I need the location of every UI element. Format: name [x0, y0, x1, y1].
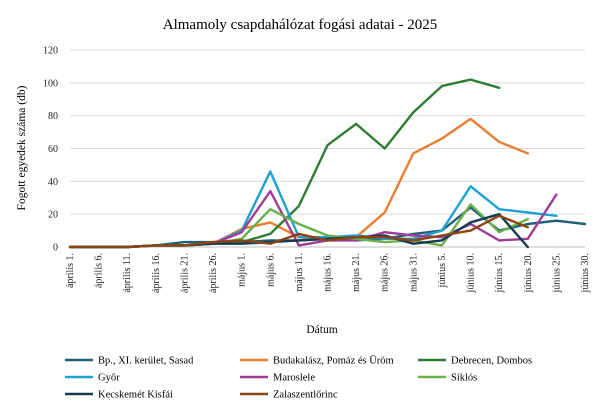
x-tick-label: április 26.	[208, 253, 219, 293]
x-tick-label: április 11.	[122, 253, 133, 293]
x-tick-label: április 6.	[94, 253, 105, 288]
legend-label: Budakalász, Pomáz és Üröm	[273, 355, 394, 367]
legend-label: Siklós	[451, 373, 477, 384]
x-tick-label: június 25.	[551, 253, 562, 293]
legend-label: Győr	[98, 373, 120, 384]
legend-label: Bp., XI. kerület, Sasad	[98, 356, 194, 367]
y-tick-label: 40	[48, 177, 58, 188]
x-tick-label: május 16.	[323, 253, 334, 292]
series-line	[68, 214, 529, 249]
x-tick-label: április 16.	[151, 253, 162, 293]
x-tick-label: június 15.	[494, 253, 505, 293]
x-axis-label: Dátum	[306, 324, 337, 336]
x-tick-label: május 11.	[294, 253, 305, 292]
x-tick-label: május 31.	[408, 253, 419, 292]
legend-label: Maroslele	[273, 373, 315, 384]
x-tick-label: június 5.	[437, 253, 448, 288]
x-tick-label: június 20.	[523, 253, 534, 293]
y-tick-label: 60	[48, 144, 58, 155]
legend-label: Kecskemét Kisfái	[98, 390, 173, 401]
series-lines	[68, 78, 587, 249]
series-line	[68, 170, 558, 249]
series-line	[68, 78, 501, 249]
legend-label: Debrecen, Dombos	[451, 356, 532, 367]
y-tick-label: 100	[43, 78, 58, 89]
x-tick-label: április 21.	[179, 253, 190, 293]
x-tick-label: június 10.	[466, 253, 477, 293]
y-tick-label: 80	[48, 111, 58, 122]
chart-title: Almamoly csapdahálózat fogási adatai - 2…	[163, 17, 438, 33]
gridlines	[70, 49, 585, 248]
x-tick-label: május 6.	[265, 253, 276, 287]
x-axis-ticks: április 1. április 6. április 11. április 1…	[65, 253, 591, 293]
legend: Bp., XI. kerület, Sasad Budakalász, Pomáz…	[65, 355, 532, 401]
y-tick-label: 20	[48, 210, 58, 221]
x-tick-label: június 30.	[580, 253, 591, 293]
y-tick-label: 0	[53, 243, 58, 254]
legend-label: Zalaszentlőrinc	[273, 390, 338, 401]
x-tick-label: május 21.	[351, 253, 362, 292]
x-tick-label: május 26.	[380, 253, 391, 292]
y-axis-label: Fogott egyedek száma (db)	[16, 85, 28, 210]
y-tick-label: 120	[43, 46, 58, 57]
y-axis-ticks: 0 20 40 60 80 100 120	[43, 46, 58, 254]
x-tick-label: április 1.	[65, 253, 76, 288]
series-line	[68, 117, 529, 249]
x-tick-label: május 1.	[237, 253, 248, 287]
